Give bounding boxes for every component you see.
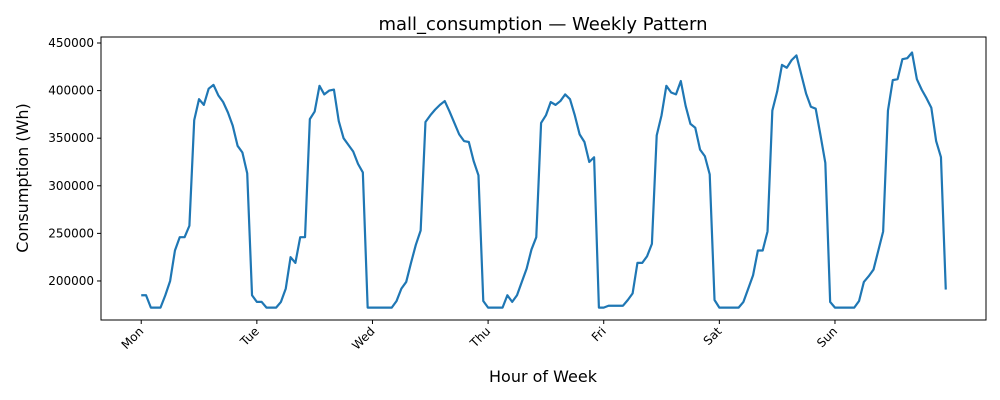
y-tick-label: 250000 bbox=[48, 226, 94, 240]
y-tick-label: 450000 bbox=[48, 36, 94, 50]
y-tick-label: 200000 bbox=[48, 274, 94, 288]
y-tick-label: 400000 bbox=[48, 84, 94, 98]
y-tick-label: 300000 bbox=[48, 179, 94, 193]
chart-title: mall_consumption — Weekly Pattern bbox=[378, 14, 707, 35]
line-series bbox=[141, 51, 947, 309]
x-axis-label: Hour of Week bbox=[489, 367, 598, 386]
y-axis-label: Consumption (Wh) bbox=[13, 103, 32, 253]
y-tick-label: 350000 bbox=[48, 131, 94, 145]
plot-frame bbox=[100, 36, 987, 321]
